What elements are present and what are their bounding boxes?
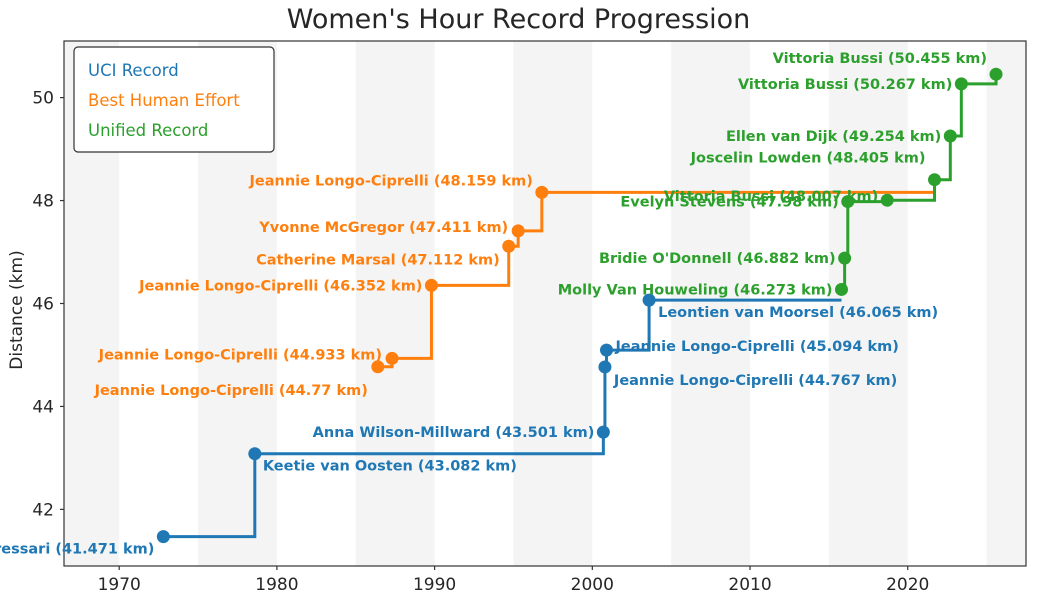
data-point-marker[interactable] <box>535 185 549 199</box>
x-axis-ticks: 1970 1980 1990 2000 2010 2020 <box>98 566 929 595</box>
y-tick-label: 42 <box>32 500 54 520</box>
data-point-marker[interactable] <box>600 343 614 357</box>
data-point-label: Catherine Marsal (47.112 km) <box>256 252 500 268</box>
data-point-label: Vittoria Bussi (50.267 km) <box>738 77 952 93</box>
data-point-marker[interactable] <box>598 360 612 374</box>
data-point-marker[interactable] <box>424 278 438 292</box>
data-point-label: Jeannie Longo-Ciprelli (44.767 km) <box>613 373 897 389</box>
legend-item-uci-record[interactable]: UCI Record <box>88 61 179 80</box>
data-point-marker[interactable] <box>502 239 516 253</box>
legend-box: UCI Record Best Human Effort Unified Recor… <box>73 46 275 153</box>
data-point-marker[interactable] <box>954 77 968 91</box>
y-tick-label: 50 <box>32 89 54 109</box>
decade-band <box>513 41 593 566</box>
data-point-label: Maria Cressari (41.471 km) <box>0 542 154 558</box>
decade-band <box>828 41 908 566</box>
data-point-marker[interactable] <box>880 193 894 207</box>
decade-band <box>671 41 751 566</box>
data-point-marker[interactable] <box>642 293 656 307</box>
y-tick-label: 46 <box>32 295 54 315</box>
x-tick-label: 2000 <box>571 575 614 595</box>
x-tick-label: 2020 <box>886 575 929 595</box>
series-step-line <box>163 298 842 539</box>
data-point-marker[interactable] <box>834 282 848 296</box>
y-tick-label: 44 <box>32 397 54 417</box>
data-point-marker[interactable] <box>596 425 610 439</box>
point-labels: Maria Cressari (41.471 km) Keetie van Oos… <box>0 51 987 557</box>
data-point-label: Leontien van Moorsel (46.065 km) <box>658 305 938 321</box>
data-point-marker[interactable] <box>943 129 957 143</box>
data-point-marker[interactable] <box>385 351 399 365</box>
data-point-marker[interactable] <box>156 530 170 544</box>
x-tick-label: 1990 <box>413 575 456 595</box>
decade-band <box>355 41 435 566</box>
data-point-marker[interactable] <box>248 447 262 461</box>
data-point-label: Joscelin Lowden (48.405 km) <box>690 151 926 167</box>
legend-item-unified-record[interactable]: Unified Record <box>88 121 208 140</box>
series-markers <box>156 67 1003 544</box>
data-point-label: Jeannie Longo-Ciprelli (44.933 km) <box>98 347 382 363</box>
data-point-label: Vittoria Bussi (48.007 km) <box>664 189 878 205</box>
data-point-label: Vittoria Bussi (50.455 km) <box>773 51 987 67</box>
data-point-label: Molly Van Houweling (46.273 km) <box>558 282 833 298</box>
data-point-label: Bridie O'Donnell (46.882 km) <box>599 251 836 267</box>
y-axis-ticks: 42 44 46 48 50 <box>32 89 64 520</box>
legend-item-best-human-effort[interactable]: Best Human Effort <box>88 91 240 110</box>
data-point-label: Jeannie Longo-Ciprelli (45.094 km) <box>615 339 899 355</box>
data-point-marker[interactable] <box>838 251 852 265</box>
data-point-label: Keetie van Oosten (43.082 km) <box>263 459 517 475</box>
data-point-label: Jeannie Longo-Ciprelli (48.159 km) <box>249 173 533 189</box>
data-point-label: Anna Wilson-Millward (43.501 km) <box>313 425 595 441</box>
data-point-label: Ellen van Dijk (49.254 km) <box>726 129 941 145</box>
y-axis-label: Distance (km) <box>7 250 27 369</box>
data-point-marker[interactable] <box>371 360 385 374</box>
data-point-marker[interactable] <box>928 173 942 187</box>
data-point-marker[interactable] <box>511 224 525 238</box>
data-point-marker[interactable] <box>989 67 1003 81</box>
data-point-label: Evelyn Stevens (47.98 km) <box>620 195 838 211</box>
data-point-label: Yvonne McGregor (47.411 km) <box>258 220 508 236</box>
x-tick-label: 2010 <box>728 575 771 595</box>
legend-frame <box>73 46 275 153</box>
data-point-label: Jeannie Longo-Ciprelli (46.352 km) <box>138 278 422 294</box>
data-point-marker[interactable] <box>841 195 855 209</box>
chart-title: Women's Hour Record Progression <box>287 4 751 35</box>
decade-band <box>986 41 1026 566</box>
y-tick-label: 48 <box>32 192 54 212</box>
x-tick-label: 1970 <box>98 575 141 595</box>
data-point-label: Jeannie Longo-Ciprelli (44.77 km) <box>94 383 368 399</box>
x-tick-label: 1980 <box>255 575 298 595</box>
